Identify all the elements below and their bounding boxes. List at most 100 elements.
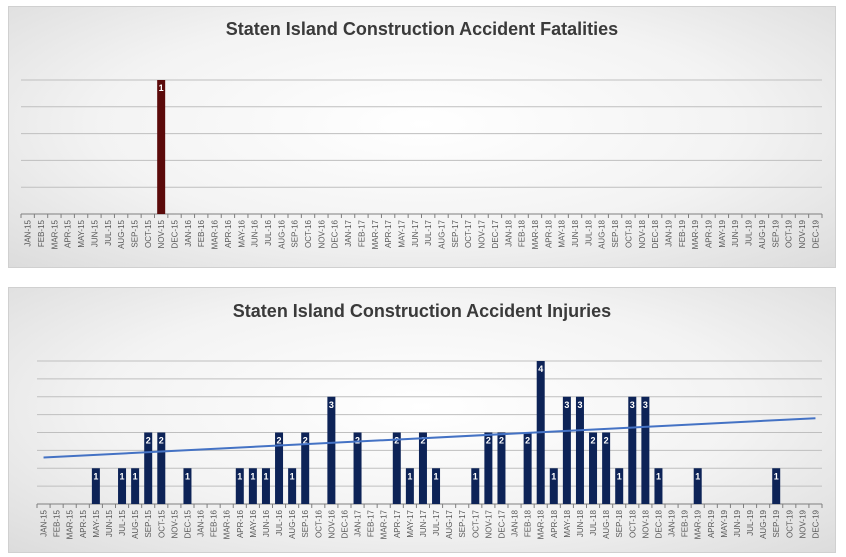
injuries-bar bbox=[602, 432, 611, 504]
injuries-tick-label: AUG-15 bbox=[131, 509, 140, 538]
fatalities-tick-label: OCT-17 bbox=[464, 219, 473, 248]
injuries-tick-label: FEB-15 bbox=[53, 509, 62, 537]
fatalities-tick-label: NOV-15 bbox=[157, 219, 166, 248]
injuries-tick-label: AUG-16 bbox=[288, 509, 297, 538]
injuries-tick-label: JUL-16 bbox=[275, 509, 284, 535]
injuries-bar bbox=[641, 396, 650, 504]
injuries-data-label: 1 bbox=[617, 471, 622, 481]
fatalities-tick-label: DEC-16 bbox=[331, 219, 340, 248]
injuries-tick-label: JUN-16 bbox=[262, 509, 271, 537]
fatalities-tick-label: FEB-18 bbox=[518, 219, 527, 247]
fatalities-tick-label: JAN-19 bbox=[664, 219, 673, 246]
injuries-tick-label: NOV-15 bbox=[170, 509, 179, 538]
fatalities-chart-panel: Staten Island Construction Accident Fata… bbox=[8, 6, 836, 268]
injuries-tick-label: JUL-19 bbox=[746, 509, 755, 535]
fatalities-tick-label: OCT-19 bbox=[785, 219, 794, 248]
fatalities-data-label: 1 bbox=[159, 83, 164, 93]
injuries-tick-label: MAR-18 bbox=[537, 509, 546, 539]
injuries-data-label: 1 bbox=[551, 471, 556, 481]
fatalities-tick-label: OCT-15 bbox=[144, 219, 153, 248]
injuries-tick-label: AUG-19 bbox=[759, 509, 768, 538]
injuries-bar bbox=[405, 468, 414, 504]
injuries-tick-label: APR-17 bbox=[393, 509, 402, 538]
fatalities-tick-label: APR-16 bbox=[224, 219, 233, 248]
injuries-bar bbox=[523, 432, 532, 504]
injuries-tick-label: JUN-17 bbox=[419, 509, 428, 537]
injuries-tick-label: OCT-18 bbox=[628, 509, 637, 538]
injuries-trendline bbox=[43, 417, 816, 459]
fatalities-tick-label: MAY-17 bbox=[397, 219, 406, 247]
fatalities-tick-label: AUG-19 bbox=[758, 219, 767, 248]
fatalities-tick-label: AUG-15 bbox=[117, 219, 126, 248]
injuries-tick-label: SEP-15 bbox=[144, 509, 153, 537]
injuries-data-label: 2 bbox=[604, 436, 609, 446]
injuries-tick-label: FEB-16 bbox=[210, 509, 219, 537]
injuries-bar bbox=[261, 468, 270, 504]
injuries-data-label: 1 bbox=[290, 471, 295, 481]
injuries-data-label: 3 bbox=[564, 400, 569, 410]
injuries-tick-label: JAN-17 bbox=[354, 509, 363, 536]
injuries-data-label: 1 bbox=[656, 471, 661, 481]
fatalities-tick-label: JUL-18 bbox=[584, 219, 593, 245]
injuries-data-label: 2 bbox=[303, 436, 308, 446]
injuries-chart-panel: Staten Island Construction Accident Inju… bbox=[8, 287, 836, 553]
injuries-tick-label: JAN-19 bbox=[668, 509, 677, 536]
injuries-bar bbox=[301, 432, 310, 504]
injuries-bar bbox=[235, 468, 244, 504]
injuries-tick-label: JAN-18 bbox=[511, 509, 520, 536]
injuries-tick-label: JUL-15 bbox=[118, 509, 127, 535]
fatalities-tick-label: JUL-17 bbox=[424, 219, 433, 245]
fatalities-tick-label: AUG-16 bbox=[277, 219, 286, 248]
fatalities-tick-label: JUN-18 bbox=[571, 219, 580, 247]
injuries-tick-label: SEP-19 bbox=[772, 509, 781, 537]
injuries-tick-label: JUN-18 bbox=[576, 509, 585, 537]
injuries-tick-label: MAY-17 bbox=[406, 509, 415, 537]
injuries-data-label: 1 bbox=[473, 471, 478, 481]
injuries-tick-label: JUN-19 bbox=[733, 509, 742, 537]
fatalities-tick-label: FEB-16 bbox=[197, 219, 206, 247]
injuries-tick-label: APR-19 bbox=[707, 509, 716, 538]
injuries-tick-label: JAN-16 bbox=[197, 509, 206, 536]
injuries-tick-label: JAN-15 bbox=[40, 509, 49, 536]
injuries-data-label: 1 bbox=[263, 471, 268, 481]
fatalities-tick-label: JAN-16 bbox=[184, 219, 193, 246]
fatalities-tick-label: FEB-17 bbox=[357, 219, 366, 247]
injuries-tick-label: MAY-19 bbox=[720, 509, 729, 537]
injuries-tick-label: DEC-17 bbox=[497, 509, 506, 538]
injuries-bar bbox=[772, 468, 781, 504]
fatalities-tick-label: JUN-16 bbox=[251, 219, 260, 247]
fatalities-tick-label: DEC-17 bbox=[491, 219, 500, 248]
fatalities-tick-label: SEP-18 bbox=[611, 219, 620, 247]
injuries-tick-label: FEB-18 bbox=[524, 509, 533, 537]
injuries-data-label: 3 bbox=[329, 400, 334, 410]
injuries-data-label: 1 bbox=[133, 471, 138, 481]
injuries-bar bbox=[288, 468, 297, 504]
injuries-data-label: 1 bbox=[185, 471, 190, 481]
injuries-data-label: 1 bbox=[93, 471, 98, 481]
injuries-tick-label: MAR-15 bbox=[66, 509, 75, 539]
fatalities-tick-label: NOV-18 bbox=[638, 219, 647, 248]
fatalities-tick-label: APR-15 bbox=[64, 219, 73, 248]
fatalities-tick-label: JUL-15 bbox=[104, 219, 113, 245]
injuries-tick-label: NOV-18 bbox=[641, 509, 650, 538]
fatalities-tick-label: NOV-16 bbox=[317, 219, 326, 248]
injuries-bar bbox=[432, 468, 441, 504]
injuries-bar bbox=[471, 468, 480, 504]
injuries-bar bbox=[248, 468, 257, 504]
injuries-data-label: 2 bbox=[159, 436, 164, 446]
injuries-bar bbox=[275, 432, 284, 504]
injuries-data-label: 1 bbox=[774, 471, 779, 481]
injuries-tick-label: NOV-16 bbox=[327, 509, 336, 538]
injuries-bar bbox=[654, 468, 663, 504]
injuries-data-label: 1 bbox=[407, 471, 412, 481]
fatalities-tick-label: MAY-19 bbox=[718, 219, 727, 247]
injuries-bar bbox=[418, 432, 427, 504]
injuries-bar bbox=[392, 432, 401, 504]
injuries-data-label: 2 bbox=[355, 436, 360, 446]
injuries-data-label: 1 bbox=[120, 471, 125, 481]
injuries-bar bbox=[497, 432, 506, 504]
injuries-bar bbox=[549, 468, 558, 504]
injuries-bar bbox=[327, 396, 336, 504]
injuries-tick-label: DEC-15 bbox=[183, 509, 192, 538]
fatalities-tick-label: MAR-17 bbox=[371, 219, 380, 249]
